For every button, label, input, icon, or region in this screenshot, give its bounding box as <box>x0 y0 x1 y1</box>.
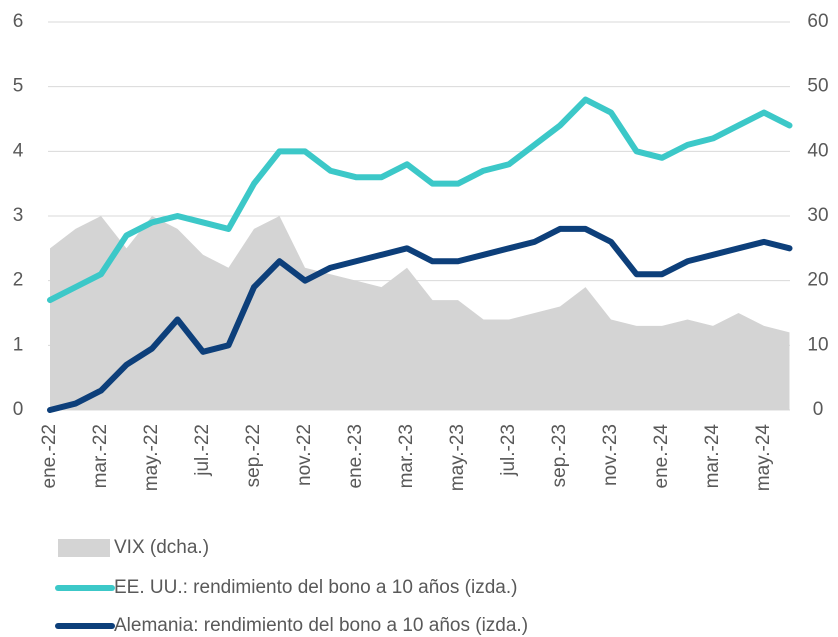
y-tick-label: 5 <box>13 76 24 97</box>
y2-tick-label: 40 <box>807 140 828 161</box>
x-tick-label: mar.-23 <box>396 424 417 488</box>
legend-swatch <box>58 539 110 557</box>
x-tick-label: ene.-23 <box>345 424 366 488</box>
x-tick-label: nov.-23 <box>600 424 621 486</box>
x-tick-label: may.-24 <box>753 424 774 492</box>
x-tick-label: sep.-23 <box>549 424 570 487</box>
x-tick-label: mar.-22 <box>90 424 111 488</box>
x-tick-label: ene.-24 <box>651 424 672 489</box>
legend-label: EE. UU.: rendimiento del bono a 10 años … <box>114 577 517 598</box>
x-tick-label: sep.-22 <box>243 424 264 487</box>
y2-tick-label: 10 <box>807 334 828 355</box>
x-tick-label: jul.-23 <box>498 424 519 477</box>
area <box>50 216 790 410</box>
y2-tick-label: 20 <box>807 270 828 291</box>
y-tick-label: 0 <box>13 399 24 420</box>
legend-label: VIX (dcha.) <box>114 537 209 558</box>
x-tick-label: may.-23 <box>447 424 468 491</box>
y-tick-label: 4 <box>13 140 24 161</box>
y2-tick-label: 60 <box>807 11 828 32</box>
x-tick-label: nov.-22 <box>294 424 315 486</box>
y-tick-label: 2 <box>13 270 24 291</box>
x-tick-label: ene.-22 <box>39 424 60 488</box>
y2-tick-label: 50 <box>807 76 828 97</box>
y-tick-label: 1 <box>13 334 24 355</box>
line <box>47 96 793 304</box>
y-tick-label: 6 <box>13 11 24 32</box>
y-tick-label: 3 <box>13 205 24 226</box>
y2-tick-label: 0 <box>813 399 824 420</box>
x-tick-label: jul.-22 <box>192 424 213 477</box>
y2-tick-label: 30 <box>807 205 828 226</box>
x-tick-label: mar.-24 <box>702 424 723 489</box>
x-tick-label: may.-22 <box>141 424 162 491</box>
legend-label: Alemania: rendimiento del bono a 10 años… <box>114 615 528 636</box>
line <box>47 225 793 413</box>
